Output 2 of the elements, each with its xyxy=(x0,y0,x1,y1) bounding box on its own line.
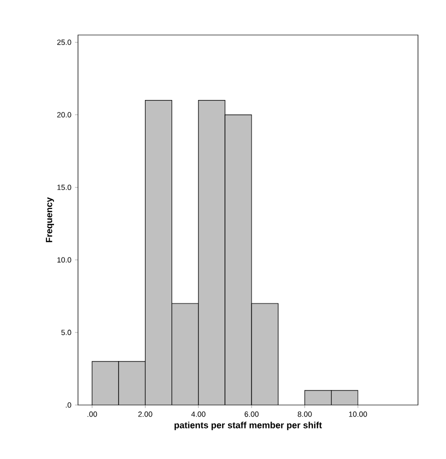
x-axis-title: patients per staff member per shift xyxy=(174,422,322,430)
y-axis-title: Frequency xyxy=(46,197,54,242)
